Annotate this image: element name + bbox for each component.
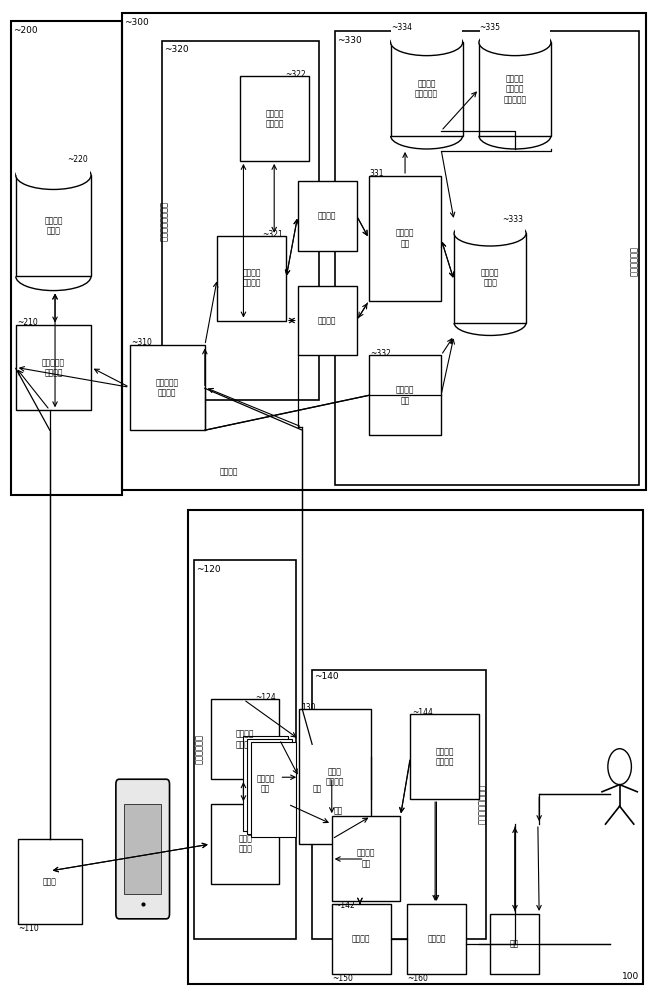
Ellipse shape — [479, 29, 551, 56]
Text: ~140: ~140 — [314, 672, 339, 681]
Bar — [369, 355, 441, 435]
Text: 331: 331 — [370, 169, 384, 178]
Text: 輸入單元: 輸入單元 — [427, 934, 445, 943]
Bar — [16, 159, 91, 175]
Text: ~122: ~122 — [256, 798, 276, 807]
Text: 130: 130 — [301, 703, 315, 712]
Text: 輸入信息
處理單元: 輸入信息 處理單元 — [436, 747, 454, 766]
Bar — [298, 286, 357, 355]
Text: 單位數據
存儲數據庫: 單位數據 存儲數據庫 — [415, 79, 438, 99]
Bar — [16, 175, 91, 276]
Text: ~310: ~310 — [131, 338, 152, 347]
Text: ~160: ~160 — [407, 974, 428, 983]
Text: 動作行為
數據: 動作行為 數據 — [256, 774, 275, 793]
Bar — [410, 714, 479, 799]
Text: ~110: ~110 — [18, 924, 39, 933]
Text: 數據管理單元: 數據管理單元 — [630, 246, 639, 276]
Text: 日志服務器
接口單元: 日志服務器 接口單元 — [42, 358, 65, 378]
Text: ~330: ~330 — [337, 36, 362, 45]
Text: 層次信息
附加數據
存儲數據庫: 層次信息 附加數據 存儲數據庫 — [503, 74, 526, 104]
Text: 分析參數: 分析參數 — [318, 211, 336, 220]
Text: 行為表示生成單元: 行為表示生成單元 — [160, 201, 170, 241]
Text: ~334: ~334 — [392, 23, 413, 32]
Bar — [129, 345, 205, 430]
Bar — [244, 736, 288, 831]
Text: 反饋: 反饋 — [334, 807, 343, 816]
Bar — [332, 904, 391, 974]
Bar — [335, 31, 639, 485]
Text: ~220: ~220 — [68, 155, 89, 164]
Text: 分析結果: 分析結果 — [220, 468, 238, 477]
Text: 反饋調節
単元: 反饋調節 単元 — [396, 386, 415, 405]
Text: 100: 100 — [622, 972, 639, 981]
Text: ~120: ~120 — [196, 565, 221, 574]
Bar — [407, 904, 466, 974]
Bar — [194, 560, 296, 939]
Text: ~142: ~142 — [334, 901, 355, 910]
Bar — [392, 27, 462, 42]
Bar — [188, 510, 643, 984]
Text: 行為識別單元: 行為識別單元 — [195, 734, 204, 764]
Bar — [479, 42, 551, 136]
Ellipse shape — [454, 221, 526, 246]
Ellipse shape — [16, 161, 91, 189]
Bar — [312, 670, 486, 939]
Text: 反饋: 反饋 — [313, 785, 322, 794]
Text: ~333: ~333 — [503, 215, 524, 224]
Text: 客戶端
接口單元: 客戶端 接口單元 — [326, 767, 344, 786]
Bar — [124, 804, 161, 894]
Bar — [16, 325, 91, 410]
Text: 動作行為
識別單元: 動作行為 識別單元 — [236, 730, 254, 749]
Text: ~322: ~322 — [285, 70, 306, 79]
Text: ~320: ~320 — [164, 45, 189, 54]
Text: ~335: ~335 — [480, 23, 501, 32]
Text: 行為日志
數據庫: 行為日志 數據庫 — [44, 216, 62, 235]
Bar — [251, 742, 296, 837]
Text: ~332: ~332 — [370, 349, 391, 358]
Text: ~144: ~144 — [412, 708, 433, 717]
Text: ~321: ~321 — [262, 230, 283, 239]
Text: ~300: ~300 — [124, 18, 149, 27]
Bar — [454, 233, 526, 323]
Bar — [298, 181, 357, 251]
Text: 生活行為
識別單元: 生活行為 識別單元 — [242, 268, 261, 288]
Text: ~210: ~210 — [17, 318, 38, 327]
Bar — [11, 21, 122, 495]
Bar — [211, 804, 279, 884]
Bar — [299, 709, 371, 844]
Text: 數據獲取
単元: 數據獲取 単元 — [396, 229, 415, 248]
Text: 傳感器: 傳感器 — [43, 877, 57, 886]
Text: 反饋: 反饋 — [510, 939, 519, 948]
Text: ~200: ~200 — [13, 26, 38, 35]
Text: 分析服務器
接口單元: 分析服務器 接口單元 — [156, 378, 179, 398]
Bar — [211, 699, 279, 779]
Text: 顯示單元: 顯示單元 — [352, 934, 371, 943]
Text: ~124: ~124 — [256, 693, 276, 702]
Bar — [122, 13, 646, 490]
Bar — [217, 236, 286, 320]
Text: 傳感器
控制器: 傳感器 控制器 — [238, 834, 252, 854]
Text: 分析參數
數據庫: 分析參數 數據庫 — [481, 268, 499, 288]
Bar — [480, 27, 551, 42]
Bar — [490, 914, 539, 974]
Text: 分析結果: 分析結果 — [318, 316, 336, 325]
Text: ~150: ~150 — [332, 974, 353, 983]
Bar — [248, 739, 292, 834]
Bar — [332, 816, 401, 901]
FancyBboxPatch shape — [116, 779, 170, 919]
Bar — [369, 176, 441, 301]
Text: 行為表示處理單元: 行為表示處理單元 — [478, 784, 487, 824]
Bar — [240, 76, 309, 161]
Text: 層次結構
判斷單元: 層次結構 判斷單元 — [265, 109, 284, 128]
Bar — [455, 219, 526, 233]
Ellipse shape — [391, 29, 463, 56]
Bar — [18, 839, 82, 924]
Bar — [162, 41, 319, 400]
Text: 顯示處理
単元: 顯示處理 単元 — [357, 849, 375, 868]
Bar — [391, 42, 463, 136]
